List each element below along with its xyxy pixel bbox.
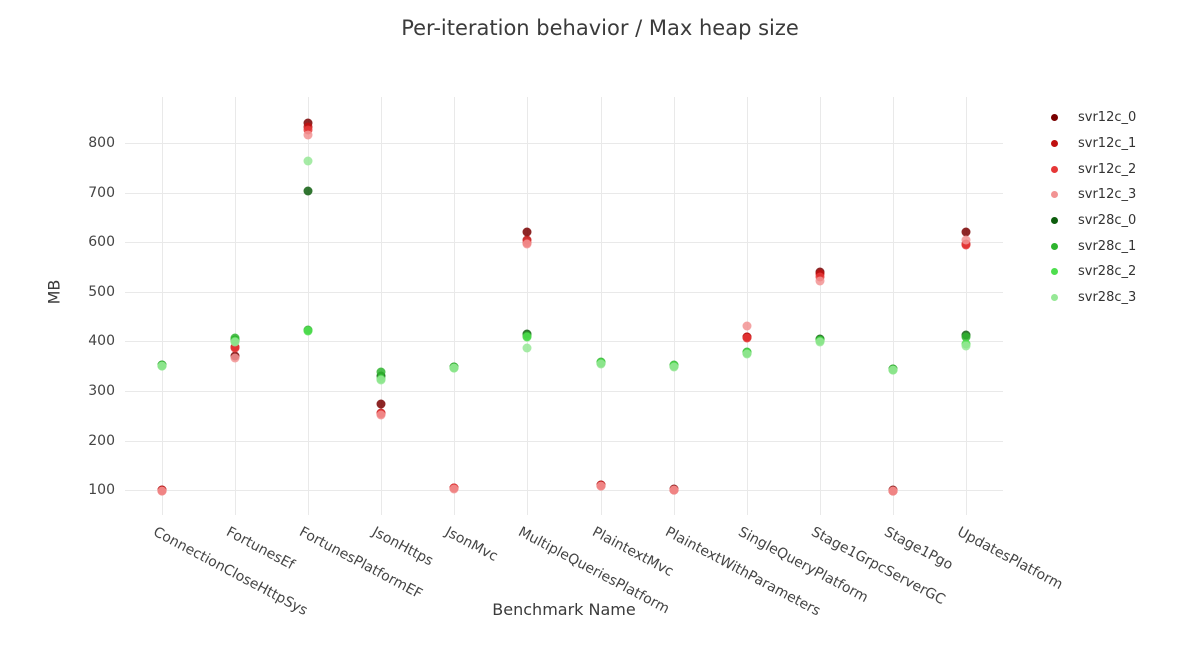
data-point-svr12c_3[interactable] [888, 486, 898, 496]
y-tick-label: 800 [88, 135, 115, 152]
horizontal-gridline [125, 490, 1003, 492]
x-tick-label: JsonMvc [442, 524, 501, 565]
horizontal-gridline [125, 242, 1003, 244]
legend-label: svr28c_2 [1078, 264, 1137, 280]
x-axis-title: Benchmark Name [492, 600, 636, 619]
vertical-gridline [307, 97, 309, 515]
chart-title: Per-iteration behavior / Max heap size [401, 16, 799, 40]
data-point-svr12c_3[interactable] [596, 481, 606, 491]
data-point-svr28c_2[interactable] [303, 326, 313, 336]
data-point-svr12c_2[interactable] [230, 343, 240, 353]
vertical-gridline [673, 97, 675, 515]
data-point-svr12c_3[interactable] [742, 321, 752, 331]
data-point-svr28c_3[interactable] [376, 375, 386, 385]
legend-item-svr12c_3[interactable]: svr12c_3 [1042, 182, 1136, 208]
legend-item-svr12c_2[interactable]: svr12c_2 [1042, 156, 1136, 182]
legend-item-svr12c_1[interactable]: svr12c_1 [1042, 131, 1136, 157]
x-tick-label: Stage1GrpcServerGC [808, 524, 948, 609]
vertical-gridline [820, 97, 822, 515]
horizontal-gridline [125, 440, 1003, 442]
legend: svr12c_0 svr12c_1 svr12c_2 svr12c_3 svr28c_0… [1042, 105, 1136, 311]
data-point-svr28c_1[interactable] [376, 367, 386, 377]
data-point-svr12c_3[interactable] [449, 484, 459, 494]
horizontal-gridline [125, 391, 1003, 393]
horizontal-gridline [125, 143, 1003, 145]
vertical-gridline [381, 97, 383, 515]
legend-marker-icon [1051, 294, 1058, 302]
data-point-svr12c_2[interactable] [961, 240, 971, 250]
y-tick-label: 300 [88, 383, 115, 400]
legend-label: svr28c_1 [1078, 238, 1137, 254]
legend-label: svr12c_3 [1078, 187, 1137, 203]
data-point-svr28c_3[interactable] [888, 365, 898, 375]
legend-label: svr28c_0 [1078, 213, 1137, 229]
x-tick-label: FortunesPlatformEF [296, 524, 425, 603]
data-point-svr12c_2[interactable] [303, 125, 313, 135]
vertical-gridline [746, 97, 748, 515]
data-point-svr28c_3[interactable] [669, 362, 679, 372]
legend-label: svr12c_1 [1078, 136, 1137, 152]
legend-marker-icon [1051, 268, 1058, 276]
data-point-svr28c_3[interactable] [157, 361, 167, 371]
legend-item-svr28c_3[interactable]: svr28c_3 [1042, 285, 1136, 311]
data-point-svr28c_3[interactable] [742, 349, 752, 359]
data-point-svr12c_0[interactable] [376, 399, 386, 409]
legend-item-svr28c_2[interactable]: svr28c_2 [1042, 259, 1136, 285]
vertical-gridline [966, 97, 968, 515]
data-point-svr28c_3[interactable] [522, 343, 532, 353]
data-point-svr12c_3[interactable] [961, 235, 971, 245]
x-tick-label: JsonHttps [369, 524, 436, 570]
data-point-svr28c_3[interactable] [961, 341, 971, 351]
data-point-svr28c_3[interactable] [596, 359, 606, 369]
data-point-svr28c_0[interactable] [303, 186, 313, 196]
data-point-svr12c_3[interactable] [669, 485, 679, 495]
legend-label: svr12c_0 [1078, 110, 1137, 126]
horizontal-gridline [125, 192, 1003, 194]
data-point-svr12c_3[interactable] [522, 239, 532, 249]
x-tick-label: UpdatesPlatform [954, 524, 1066, 594]
legend-marker-icon [1051, 217, 1058, 225]
vertical-gridline [600, 97, 602, 515]
legend-item-svr28c_1[interactable]: svr28c_1 [1042, 233, 1136, 259]
vertical-gridline [234, 97, 236, 515]
data-point-svr12c_3[interactable] [303, 130, 313, 140]
vertical-gridline [893, 97, 895, 515]
y-tick-label: 100 [88, 482, 115, 499]
data-point-svr12c_2[interactable] [742, 333, 752, 343]
legend-marker-icon [1051, 191, 1058, 199]
vertical-gridline [454, 97, 456, 515]
legend-marker-icon [1051, 114, 1058, 122]
data-point-svr28c_2[interactable] [522, 332, 532, 342]
legend-item-svr28c_0[interactable]: svr28c_0 [1042, 208, 1136, 234]
vertical-gridline [527, 97, 529, 515]
horizontal-gridline [125, 341, 1003, 343]
y-tick-label: 400 [88, 333, 115, 350]
data-point-svr28c_1[interactable] [961, 332, 971, 342]
data-point-svr28c_3[interactable] [303, 156, 313, 166]
data-point-svr28c_3[interactable] [815, 337, 825, 347]
legend-label: svr12c_2 [1078, 161, 1137, 177]
y-tick-label: 200 [88, 432, 115, 449]
data-point-svr12c_3[interactable] [815, 276, 825, 286]
data-point-svr12c_3[interactable] [230, 353, 240, 363]
y-tick-label: 600 [88, 234, 115, 251]
y-tick-label: 700 [88, 184, 115, 201]
legend-marker-icon [1051, 140, 1058, 148]
legend-marker-icon [1051, 165, 1058, 173]
legend-marker-icon [1051, 242, 1058, 250]
data-point-svr28c_3[interactable] [449, 363, 459, 373]
data-point-svr12c_0[interactable] [961, 227, 971, 237]
vertical-gridline [161, 97, 163, 515]
data-point-svr12c_3[interactable] [157, 486, 167, 496]
data-point-svr28c_3[interactable] [230, 337, 240, 347]
data-point-svr12c_3[interactable] [376, 410, 386, 420]
plot-area[interactable] [125, 97, 1003, 515]
y-tick-label: 500 [88, 283, 115, 300]
horizontal-gridline [125, 291, 1003, 293]
y-axis-title: MB [44, 279, 64, 305]
legend-label: svr28c_3 [1078, 290, 1137, 306]
legend-item-svr12c_0[interactable]: svr12c_0 [1042, 105, 1136, 131]
data-point-svr12c_0[interactable] [522, 227, 532, 237]
